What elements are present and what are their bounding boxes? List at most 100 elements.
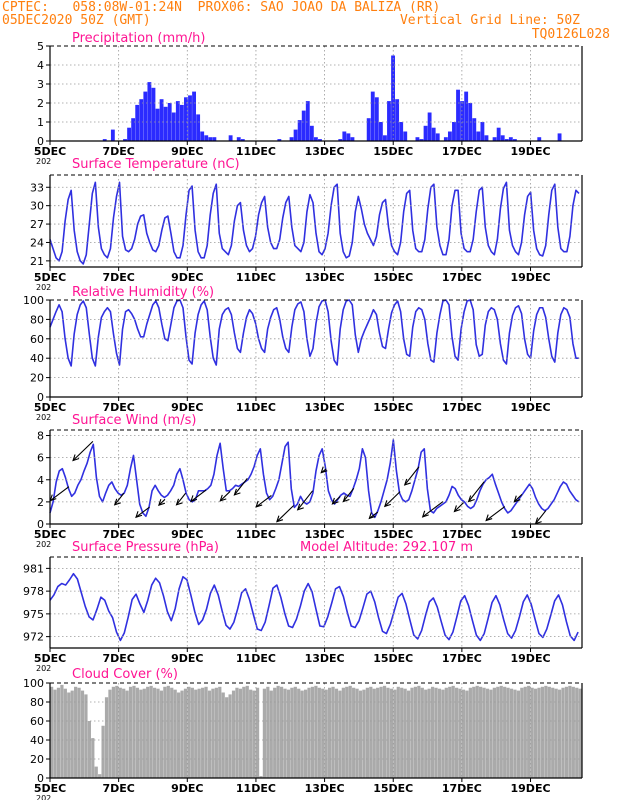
wind-plot-area (50, 430, 582, 524)
cloud-cover-bar (225, 697, 229, 778)
cloud-cover-bar (166, 685, 170, 778)
cloud-cover-bar (128, 686, 133, 778)
pressure-series-line (49, 572, 579, 642)
cloud-cover-bar (293, 686, 297, 778)
cloud-cover-bar (557, 689, 562, 778)
precipitation-bar (492, 137, 497, 141)
precipitation-bar (431, 127, 436, 141)
humidity-ytick-label: 40 (30, 352, 44, 365)
cloud-cover-xtick-label: 13DEC (305, 782, 345, 795)
cloud-cover-bar (554, 688, 558, 778)
precipitation-bar (167, 103, 172, 141)
precipitation-bar (447, 131, 452, 141)
cloud-cover-bar (537, 687, 541, 778)
precipitation-bar (301, 110, 306, 141)
cloud-cover-bar (60, 684, 64, 778)
precipitation-bar (184, 97, 188, 141)
cloud-cover-bar (430, 686, 435, 778)
cloud-cover-bar (180, 690, 184, 778)
cloud-cover-bar (437, 688, 442, 778)
cloud-cover-xtick-label: 19DEC (511, 782, 551, 795)
cloud-cover-bar (149, 685, 153, 778)
cloud-cover-bar (74, 686, 78, 778)
temperature-ytick-label: 27 (30, 218, 44, 231)
pressure-xtick-label: 7DEC (102, 652, 134, 665)
cloud-cover-bar (321, 688, 325, 778)
cloud-cover-bar (63, 688, 67, 778)
cloud-cover-bar (324, 689, 328, 778)
cloud-cover-bar (132, 685, 136, 778)
precipitation-bar (110, 129, 115, 141)
cloud-cover-bar (468, 687, 472, 778)
temperature-xtick-label: 13DEC (305, 271, 345, 284)
temperature-plot-area (50, 175, 582, 267)
wind-xtick-label: 17DEC (442, 528, 482, 541)
cloud-cover-bar (396, 686, 400, 778)
cloud-cover-bar (303, 689, 308, 778)
precipitation-bar (387, 101, 391, 141)
cloud-cover-xtick-label: 5DEC (34, 782, 66, 795)
humidity-panel: 0 20 40 60 80 100 5DEC 7DEC 9DEC 11DEC 13DEC 15DEC 1… (23, 285, 583, 422)
wind-ytick-label: 2 (37, 496, 44, 509)
temperature-xtick-label: 7DEC (102, 271, 134, 284)
cloud-cover-bar (283, 688, 287, 778)
pressure-ytick-label: 978 (23, 585, 44, 598)
wind-direction-arrow (485, 506, 506, 522)
cloud-cover-bar (499, 685, 503, 778)
precipitation-bar (346, 133, 351, 141)
pressure-xtick-label: 19DEC (511, 652, 551, 665)
pressure-year-label: 202 (36, 664, 51, 673)
cloud-cover-bar (204, 686, 208, 778)
cloud-cover-bar (527, 685, 531, 778)
cloud-cover-bar (176, 692, 181, 778)
humidity-ytick-label: 20 (30, 372, 44, 385)
cloud-cover-bar (561, 687, 565, 778)
cloud-cover-ytick-label: 100 (23, 677, 44, 690)
cloud-cover-bar (568, 685, 572, 778)
cloud-cover-bar (279, 686, 284, 778)
wind-ytick-label: 6 (37, 452, 44, 465)
precipitation-bar (139, 99, 144, 141)
precipitation-bar (151, 87, 156, 141)
cloud-cover-bar (485, 688, 490, 778)
precipitation-bar (480, 122, 485, 141)
wind-direction-arrow (175, 492, 187, 506)
precipitation-bar (313, 137, 318, 141)
precipitation-bar (504, 139, 509, 141)
precipitation-bar (460, 101, 465, 141)
cloud-cover-panel: 0 20 40 60 80 100 5DEC 7DEC 9DEC 11DEC 13DEC 15DEC 1… (23, 667, 583, 800)
precipitation-bar (374, 97, 379, 141)
cloud-cover-bar (170, 687, 174, 778)
pressure-ytick-label: 972 (23, 631, 44, 644)
wind-xtick-label: 5DEC (34, 528, 66, 541)
humidity-ytick-label: 60 (30, 333, 44, 346)
precipitation-bar (557, 133, 562, 141)
precipitation-bar (395, 99, 400, 141)
cloud-cover-bar (506, 687, 510, 778)
cloud-cover-bar (386, 687, 390, 778)
wind-direction-arrow (158, 498, 166, 507)
precipitation-ytick-label: 5 (37, 40, 44, 53)
cloud-cover-bar (159, 690, 164, 778)
wind-direction-arrow (383, 491, 401, 508)
cloud-cover-bar (231, 690, 236, 778)
wind-xtick-label: 19DEC (511, 528, 551, 541)
precipitation-bar (208, 137, 213, 141)
pressure-xtick-label: 9DEC (171, 652, 203, 665)
precipitation-xtick-label: 11DEC (236, 145, 276, 158)
cloud-cover-bar (448, 686, 452, 778)
precipitation-bar (192, 91, 196, 141)
pressure-xtick-label: 13DEC (305, 652, 345, 665)
humidity-xtick-label: 5DEC (34, 401, 66, 414)
cloud-cover-bar (571, 686, 575, 778)
cloud-cover-bar (345, 686, 349, 778)
precipitation-bar (423, 125, 428, 141)
cloud-cover-ytick-label: 60 (30, 715, 44, 728)
humidity-plot-area (50, 300, 582, 397)
precipitation-bar (175, 101, 180, 141)
humidity-ytick-label: 0 (37, 391, 44, 404)
cloud-cover-bar (455, 687, 459, 778)
cloud-cover-bar (564, 686, 569, 778)
humidity-title: Relative Humidity (%) (72, 285, 214, 300)
wind-panel: 0 2 4 6 8 5DEC 7DEC 9DEC 11DEC 13DEC 15DEC 17DEC 19D… (34, 413, 583, 549)
